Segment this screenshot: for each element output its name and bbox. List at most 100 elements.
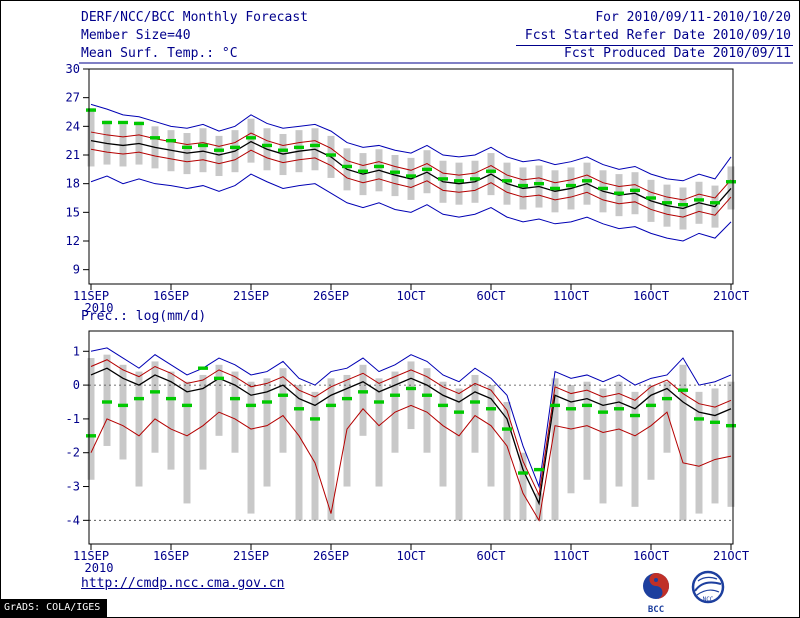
y-tick-label: -2 — [66, 446, 80, 460]
median-marker — [566, 183, 576, 188]
median-marker — [166, 396, 176, 401]
median-marker — [262, 143, 272, 148]
median-marker — [646, 403, 656, 408]
median-marker — [614, 191, 624, 195]
x-tick-label: 11OCT — [553, 289, 589, 303]
median-marker — [502, 427, 512, 431]
page-title: DERF/NCC/BCC Monthly Forecast — [81, 10, 308, 25]
y-tick-label: 0 — [73, 378, 80, 392]
header-rules — [79, 45, 793, 64]
ensemble-spread-bar — [407, 361, 415, 430]
median-marker — [86, 108, 96, 112]
ncc-logo: NCC — [691, 570, 725, 604]
ensemble-spread-bar — [439, 381, 447, 487]
y-tick-label: 21 — [66, 148, 80, 162]
median-marker — [710, 420, 720, 424]
median-marker — [582, 403, 592, 408]
ensemble-spread-bar — [615, 381, 623, 487]
ensemble-spread-bar — [359, 364, 367, 436]
ensemble-spread-bar — [663, 381, 671, 453]
x-tick-label: 26SEP — [313, 289, 349, 303]
ensemble-spread-bar — [423, 368, 431, 453]
median-marker — [278, 393, 288, 397]
median-marker — [166, 138, 176, 143]
x-tick-label: 11SEP — [73, 549, 109, 563]
refer-date-label: Fcst Started Refer Date 2010/09/10 — [524, 28, 791, 43]
ensemble-spread-bar — [311, 391, 319, 521]
median-marker — [134, 121, 144, 126]
median-marker — [470, 177, 480, 181]
ensemble-spread-bar — [631, 391, 639, 507]
x-tick-label: 6OCT — [477, 549, 506, 563]
median-marker — [598, 186, 608, 191]
median-marker — [150, 136, 160, 140]
y-tick-label: 30 — [66, 62, 80, 76]
bcc-logo-text: BCC — [648, 605, 664, 615]
ensemble-spread-bar — [695, 391, 703, 514]
median-marker — [726, 180, 736, 184]
median-marker — [390, 170, 400, 174]
ncc-logo-wave-2 — [696, 589, 720, 596]
median-marker — [662, 396, 672, 401]
median-marker — [422, 393, 432, 397]
median-marker — [518, 183, 528, 188]
median-marker — [486, 169, 496, 173]
ncc-logo-wave-1 — [694, 581, 722, 592]
x-tick-label: 11OCT — [553, 549, 589, 563]
series-line-ensemble-max — [90, 103, 732, 182]
y-tick-label: 24 — [66, 119, 80, 133]
median-marker — [102, 400, 112, 404]
ensemble-spread-bar — [247, 381, 255, 514]
median-marker — [118, 120, 128, 125]
median-marker — [214, 148, 224, 152]
ensemble-spread-bar — [295, 385, 303, 521]
series-line-minus-std — [90, 404, 732, 522]
ensemble-spread-bar — [647, 385, 655, 480]
ensemble-spread-bar — [263, 378, 271, 487]
median-marker — [246, 403, 256, 408]
median-marker — [390, 393, 400, 397]
ensemble-spread-bar — [503, 402, 511, 521]
median-marker — [358, 390, 368, 394]
x-tick-label: 21OCT — [713, 549, 749, 563]
series-line-ensemble-max — [90, 347, 732, 489]
median-marker — [358, 169, 368, 173]
series-line-plus-std — [90, 359, 732, 497]
median-marker — [342, 396, 352, 401]
median-marker — [374, 164, 384, 169]
y-tick-label: 1 — [73, 344, 80, 358]
median-marker — [422, 167, 432, 172]
ensemble-spread-bar — [215, 135, 223, 177]
ncc-logo-wave-3 — [697, 576, 718, 582]
median-marker — [326, 403, 336, 408]
ensemble-spread-bar — [87, 358, 95, 480]
median-marker — [646, 196, 656, 200]
median-marker — [566, 407, 576, 411]
ensemble-spread-bar — [199, 128, 207, 173]
y-tick-label: 15 — [66, 205, 80, 219]
median-marker — [406, 386, 416, 391]
median-marker — [470, 400, 480, 404]
ensemble-spread-bar — [727, 166, 735, 210]
median-marker — [630, 413, 640, 418]
ensemble-spread-bar — [679, 364, 687, 521]
ensemble-spread-bar — [183, 381, 191, 504]
series-line-ensemble-min — [90, 173, 732, 242]
median-marker — [550, 186, 560, 191]
median-marker — [294, 145, 304, 150]
median-marker — [550, 403, 560, 408]
x-tick-label: 16OCT — [633, 549, 669, 563]
x-tick-label: 1OCT — [397, 549, 426, 563]
ensemble-spread-bar — [711, 388, 719, 504]
x-tick-label: 11SEP — [73, 289, 109, 303]
median-marker — [438, 177, 448, 181]
median-marker — [678, 202, 688, 207]
panel2-title: Prec.: log(mm/d) — [81, 309, 207, 324]
bcc-logo-dot — [654, 578, 658, 582]
median-marker — [230, 396, 240, 401]
median-marker — [502, 179, 512, 183]
member-size-label: Member Size=40 — [81, 28, 191, 43]
ensemble-spread-bar — [87, 108, 95, 167]
x-tick-label: 21SEP — [233, 549, 269, 563]
